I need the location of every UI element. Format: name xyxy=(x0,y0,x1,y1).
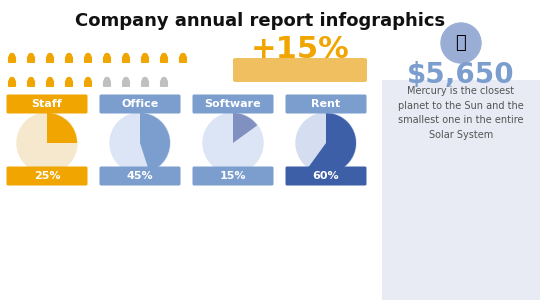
FancyBboxPatch shape xyxy=(7,95,88,114)
Circle shape xyxy=(162,54,167,59)
Circle shape xyxy=(110,113,170,173)
FancyBboxPatch shape xyxy=(100,167,180,185)
Text: Staff: Staff xyxy=(32,99,62,109)
Circle shape xyxy=(105,78,110,83)
FancyBboxPatch shape xyxy=(122,80,130,87)
FancyBboxPatch shape xyxy=(100,95,180,114)
FancyBboxPatch shape xyxy=(46,56,54,63)
Text: Rent: Rent xyxy=(311,99,340,109)
FancyBboxPatch shape xyxy=(160,80,168,87)
FancyBboxPatch shape xyxy=(8,56,16,63)
Text: Mercury is the closest
planet to the Sun and the
smallest one in the entire
Sola: Mercury is the closest planet to the Sun… xyxy=(398,86,524,140)
FancyBboxPatch shape xyxy=(65,80,73,87)
Text: 45%: 45% xyxy=(127,171,153,181)
Circle shape xyxy=(180,54,186,59)
FancyBboxPatch shape xyxy=(122,56,130,63)
Text: 60%: 60% xyxy=(313,171,339,181)
Circle shape xyxy=(441,23,481,63)
Text: $5,650: $5,650 xyxy=(407,61,515,89)
Text: New members: New members xyxy=(253,63,347,76)
Text: Software: Software xyxy=(205,99,261,109)
Circle shape xyxy=(142,78,147,83)
Wedge shape xyxy=(309,113,356,173)
FancyBboxPatch shape xyxy=(286,167,367,185)
FancyBboxPatch shape xyxy=(141,80,149,87)
Circle shape xyxy=(48,78,53,83)
Circle shape xyxy=(48,54,53,59)
FancyBboxPatch shape xyxy=(103,80,111,87)
FancyBboxPatch shape xyxy=(233,58,367,82)
Circle shape xyxy=(162,78,167,83)
Wedge shape xyxy=(140,113,170,172)
FancyBboxPatch shape xyxy=(27,56,35,63)
Circle shape xyxy=(66,78,72,83)
Text: Company annual report infographics: Company annual report infographics xyxy=(75,12,445,30)
Circle shape xyxy=(142,54,147,59)
Text: 15%: 15% xyxy=(220,171,246,181)
Circle shape xyxy=(123,54,129,59)
Circle shape xyxy=(105,54,110,59)
Circle shape xyxy=(123,78,129,83)
Text: +15%: +15% xyxy=(250,35,350,64)
Circle shape xyxy=(28,78,33,83)
Circle shape xyxy=(66,54,72,59)
FancyBboxPatch shape xyxy=(84,80,92,87)
FancyBboxPatch shape xyxy=(8,80,16,87)
Circle shape xyxy=(296,113,356,173)
Circle shape xyxy=(9,78,14,83)
FancyBboxPatch shape xyxy=(27,80,35,87)
FancyBboxPatch shape xyxy=(103,56,111,63)
Circle shape xyxy=(28,54,33,59)
Circle shape xyxy=(203,113,263,173)
Text: 💰: 💰 xyxy=(455,34,466,52)
Circle shape xyxy=(9,54,14,59)
FancyBboxPatch shape xyxy=(160,56,168,63)
FancyBboxPatch shape xyxy=(65,56,73,63)
Wedge shape xyxy=(47,113,77,143)
Text: 25%: 25% xyxy=(34,171,60,181)
FancyBboxPatch shape xyxy=(46,80,54,87)
Circle shape xyxy=(85,54,90,59)
FancyBboxPatch shape xyxy=(179,56,187,63)
FancyBboxPatch shape xyxy=(286,95,367,114)
FancyBboxPatch shape xyxy=(192,95,273,114)
Circle shape xyxy=(85,78,90,83)
FancyBboxPatch shape xyxy=(7,167,88,185)
FancyBboxPatch shape xyxy=(382,80,540,300)
FancyBboxPatch shape xyxy=(192,167,273,185)
FancyBboxPatch shape xyxy=(141,56,149,63)
Text: Office: Office xyxy=(121,99,158,109)
Circle shape xyxy=(17,113,77,173)
FancyBboxPatch shape xyxy=(84,56,92,63)
Wedge shape xyxy=(233,113,257,143)
